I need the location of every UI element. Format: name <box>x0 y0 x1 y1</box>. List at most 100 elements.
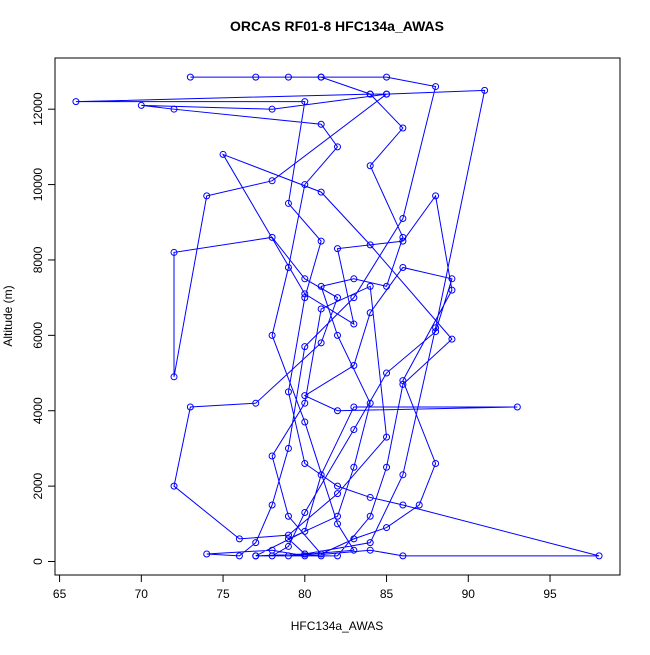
data-point <box>383 90 391 98</box>
data-point <box>350 294 358 302</box>
data-point <box>317 237 325 245</box>
data-point <box>350 320 358 328</box>
data-point <box>284 444 292 452</box>
data-point <box>334 294 341 302</box>
data-point <box>301 343 309 351</box>
data-point <box>366 399 374 407</box>
y-tick-label: 8000 <box>31 246 45 273</box>
data-point <box>284 199 292 207</box>
y-tick-label: 0 <box>31 558 45 565</box>
data-point <box>301 392 309 400</box>
data-point <box>170 482 178 490</box>
data-point <box>284 512 292 520</box>
data-point <box>301 290 309 298</box>
data-point <box>268 501 276 509</box>
data-point <box>383 369 391 377</box>
data-point <box>284 73 292 81</box>
data-point <box>252 399 260 407</box>
data-point <box>595 552 603 560</box>
x-tick-label: 85 <box>380 587 394 601</box>
data-point <box>268 552 276 560</box>
y-tick-label: 2000 <box>31 472 45 499</box>
data-point <box>399 501 407 509</box>
data-point <box>432 192 440 200</box>
data-point <box>383 282 391 290</box>
data-point <box>284 388 292 396</box>
data-point <box>203 550 211 558</box>
data-point <box>268 177 276 185</box>
data-point <box>334 512 341 520</box>
data-point <box>383 463 391 471</box>
data-point <box>284 542 292 550</box>
data-point <box>301 509 309 517</box>
data-point <box>235 535 243 543</box>
y-tick-label: 6000 <box>31 322 45 349</box>
data-point <box>252 539 260 547</box>
data-point <box>317 305 325 313</box>
data-point <box>170 248 178 256</box>
data-point <box>366 309 374 317</box>
data-point <box>366 493 374 501</box>
data-point <box>284 535 292 543</box>
x-tick-label: 95 <box>543 587 557 601</box>
data-point <box>399 263 407 271</box>
data-point <box>399 471 407 479</box>
data-point <box>334 520 341 528</box>
data-point <box>301 98 309 106</box>
data-point <box>334 245 341 253</box>
data-point <box>72 98 80 106</box>
x-tick-label: 65 <box>53 587 67 601</box>
data-point <box>317 339 325 347</box>
y-tick-label: 12000 <box>31 92 45 126</box>
data-point <box>219 150 227 158</box>
data-point <box>513 403 521 411</box>
data-point <box>334 552 341 560</box>
data-point <box>301 527 309 535</box>
data-point <box>334 407 341 415</box>
data-point <box>317 188 325 196</box>
data-point <box>301 399 309 407</box>
data-point <box>383 433 391 441</box>
data-point <box>186 73 194 81</box>
x-tick-label: 75 <box>216 587 230 601</box>
data-point <box>301 181 309 189</box>
data-point <box>350 403 358 411</box>
data-point <box>432 460 440 468</box>
data-point <box>317 282 325 290</box>
data-point <box>350 546 358 554</box>
data-point <box>366 90 374 98</box>
plot-frame <box>54 57 621 576</box>
data-point <box>350 535 358 543</box>
data-point <box>268 233 276 241</box>
data-point <box>334 490 341 498</box>
data-point <box>366 546 374 554</box>
data-point <box>366 282 374 290</box>
y-tick-label: 10000 <box>31 168 45 202</box>
data-point <box>399 233 407 241</box>
x-tick-label: 70 <box>135 587 149 601</box>
data-point <box>366 241 374 249</box>
data-point <box>350 275 358 283</box>
data-point <box>399 380 407 388</box>
data-point <box>334 143 341 151</box>
data-point <box>334 331 341 339</box>
data-point <box>301 552 309 560</box>
data-point <box>301 418 309 426</box>
data-point <box>399 214 407 222</box>
data-point <box>317 550 325 558</box>
data-point <box>252 73 260 81</box>
data-point <box>170 105 178 113</box>
data-point <box>301 460 309 468</box>
data-point <box>301 294 309 302</box>
data-point <box>383 73 391 81</box>
data-point <box>448 335 456 343</box>
data-point <box>334 482 341 490</box>
data-point <box>317 73 325 81</box>
data-point <box>448 286 456 294</box>
y-tick-label: 4000 <box>31 397 45 424</box>
data-point <box>350 463 358 471</box>
data-point <box>432 83 440 91</box>
data-point <box>399 124 407 132</box>
data-point <box>399 377 407 385</box>
